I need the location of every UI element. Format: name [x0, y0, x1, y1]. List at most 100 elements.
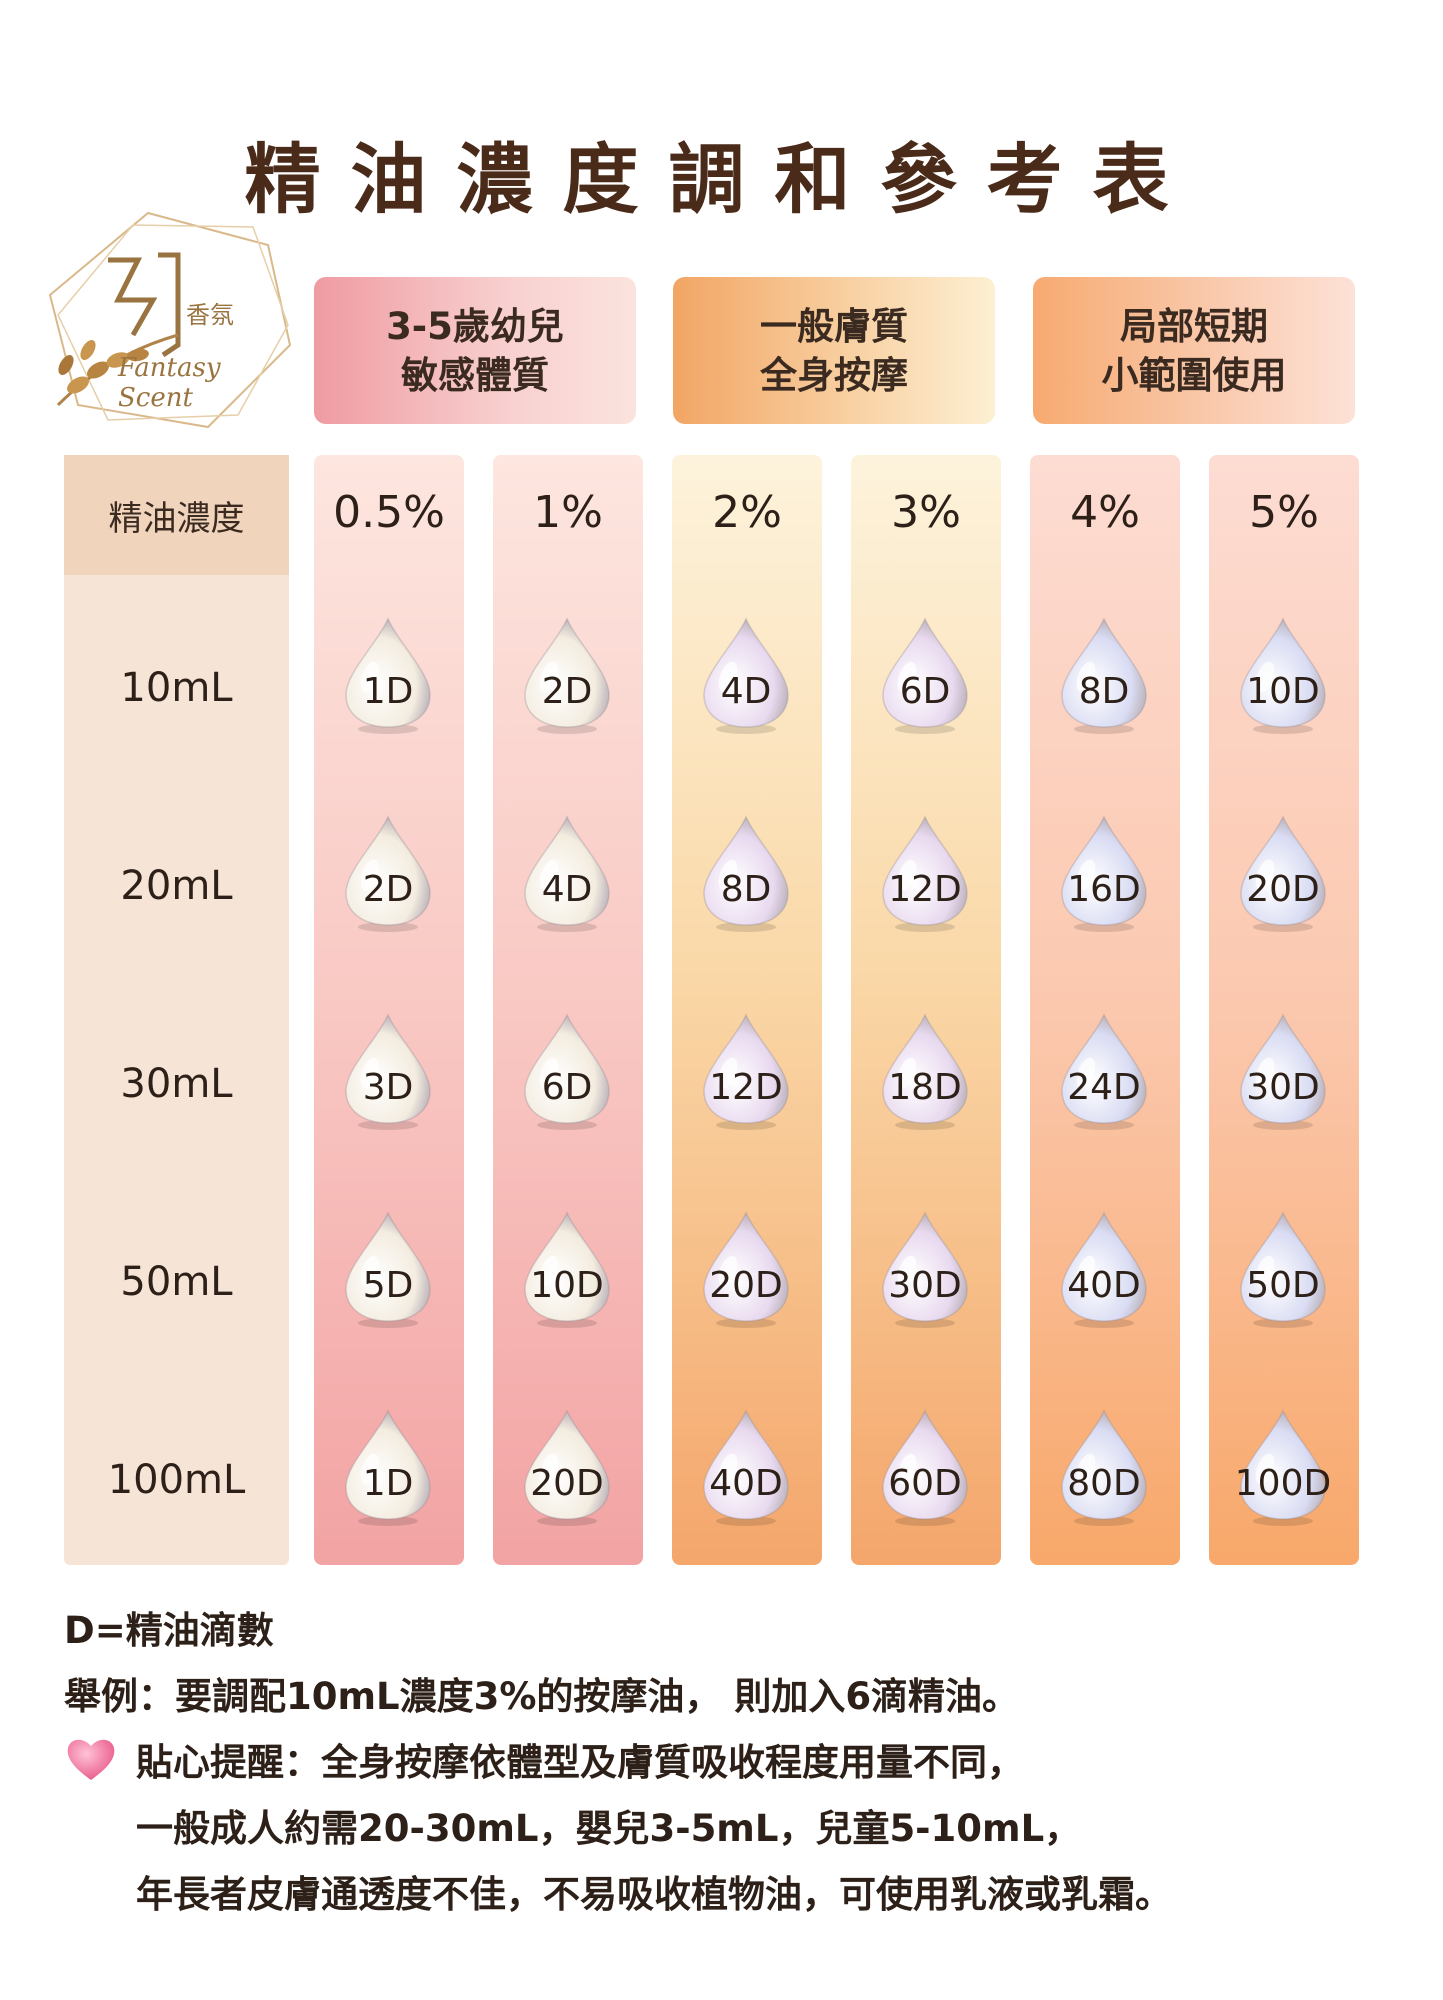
drop-count: 80D [1067, 1463, 1141, 1504]
drop-count: 100D [1234, 1463, 1332, 1504]
concentration-column: 5% 10D 20D 30D 50D 100D [1209, 455, 1359, 1565]
drop-cell: 4D [519, 813, 615, 933]
drop-cell: 40D [698, 1407, 794, 1527]
droplet-icon [524, 1211, 610, 1328]
note-example: 舉例：要調配10mL濃度3%的按摩油， 則加入6滴精油。 [64, 1675, 1020, 1718]
group-header-line1: 3-5歲幼兒 [386, 304, 564, 348]
row-label-20ml: 20mL [120, 863, 233, 909]
droplet-icon [1240, 815, 1326, 932]
fantasy-scent-logo: 香氛 Fantasy Scent [38, 205, 298, 435]
droplet-icon [524, 617, 610, 734]
droplet-icon [1240, 617, 1326, 734]
drop-count: 6D [541, 1067, 593, 1108]
droplet-icon [524, 815, 610, 932]
drop-cell: 50D [1235, 1209, 1331, 1329]
droplet-icon [1061, 1211, 1147, 1328]
drop-count: 16D [1067, 869, 1141, 910]
droplet-icon [1061, 1409, 1147, 1526]
concentration-label: 0.5% [333, 487, 445, 538]
drop-cell: 5D [340, 1209, 436, 1329]
drop-cell: 8D [1056, 615, 1152, 735]
droplet-icon [1240, 1211, 1326, 1328]
drop-count: 4D [720, 671, 772, 712]
drop-count: 50D [1246, 1265, 1320, 1306]
droplet-icon [703, 1013, 789, 1130]
drop-cell: 20D [698, 1209, 794, 1329]
row-label-10ml: 10mL [120, 665, 233, 711]
droplet-icon [1240, 1013, 1326, 1130]
drop-cell: 40D [1056, 1209, 1152, 1329]
droplet-icon [882, 1409, 968, 1526]
drop-cell: 6D [877, 615, 973, 735]
row-label-column: 精油濃度 10mL 20mL 30mL 50mL 100mL [64, 455, 289, 1565]
row-label-50ml: 50mL [120, 1259, 233, 1305]
drop-count: 2D [362, 869, 414, 910]
group-header-line2: 全身按摩 [760, 353, 908, 397]
droplet-icon [882, 1013, 968, 1130]
group-header-general: 一般膚質 全身按摩 [673, 277, 995, 424]
drop-cell: 100D [1235, 1407, 1331, 1527]
note-tip-line-1: 貼心提醒：全身按摩依體型及膚質吸收程度用量不同， [136, 1741, 1024, 1784]
droplet-icon [524, 1409, 610, 1526]
drop-cell: 10D [1235, 615, 1331, 735]
drop-cell: 2D [519, 615, 615, 735]
drop-count: 24D [1067, 1067, 1141, 1108]
drop-cell: 30D [877, 1209, 973, 1329]
group-header-line2: 小範圍使用 [1101, 353, 1287, 397]
concentration-column: 1% 2D 4D 6D 10D 20D [493, 455, 643, 1565]
note-tip-line-2: 一般成人約需20-30mL，嬰兒3-5mL，兒童5-10mL， [136, 1807, 1082, 1850]
drop-count: 18D [888, 1067, 962, 1108]
drop-cell: 1D [340, 615, 436, 735]
drop-count: 8D [720, 869, 772, 910]
concentration-column: 0.5% 1D 2D 3D 5D 1D [314, 455, 464, 1565]
drop-count: 1D [362, 1463, 414, 1504]
concentration-label: 2% [712, 487, 782, 538]
drop-count: 40D [709, 1463, 783, 1504]
drop-cell: 6D [519, 1011, 615, 1131]
droplet-icon [882, 617, 968, 734]
drop-count: 6D [899, 671, 951, 712]
group-header-line1: 一般膚質 [760, 304, 908, 348]
logo-text-cn: 香氛 [186, 301, 234, 329]
drop-count: 5D [362, 1265, 414, 1306]
droplet-icon [345, 1013, 431, 1130]
drop-count: 8D [1078, 671, 1130, 712]
drop-cell: 1D [340, 1407, 436, 1527]
drop-count: 4D [541, 869, 593, 910]
drop-count: 20D [709, 1265, 783, 1306]
concentration-column: 2% 4D 8D 12D 20D 40D [672, 455, 822, 1565]
droplet-icon [882, 1211, 968, 1328]
concentration-label: 5% [1249, 487, 1319, 538]
drop-cell: 3D [340, 1011, 436, 1131]
droplet-icon [1061, 815, 1147, 932]
group-header-line1: 局部短期 [1120, 304, 1268, 348]
drop-cell: 16D [1056, 813, 1152, 933]
drop-count: 12D [709, 1067, 783, 1108]
droplet-icon [1061, 1013, 1147, 1130]
drop-cell: 80D [1056, 1407, 1152, 1527]
concentration-label: 3% [891, 487, 961, 538]
droplet-icon [703, 815, 789, 932]
drop-cell: 2D [340, 813, 436, 933]
drop-count: 12D [888, 869, 962, 910]
group-header-line2: 敏感體質 [401, 353, 549, 397]
drop-count: 20D [1246, 869, 1320, 910]
drop-count: 10D [530, 1265, 604, 1306]
concentration-header-label: 精油濃度 [64, 455, 289, 575]
droplet-icon [703, 1211, 789, 1328]
drop-cell: 20D [519, 1407, 615, 1527]
drop-count: 3D [362, 1067, 414, 1108]
drop-cell: 24D [1056, 1011, 1152, 1131]
drop-count: 40D [1067, 1265, 1141, 1306]
drop-cell: 20D [1235, 813, 1331, 933]
droplet-icon [524, 1013, 610, 1130]
concentration-column: 4% 8D 16D 24D 40D 80D [1030, 455, 1180, 1565]
droplet-icon [345, 1409, 431, 1526]
note-tip-line-3: 年長者皮膚通透度不佳，不易吸收植物油，可使用乳液或乳霜。 [136, 1873, 1172, 1916]
droplet-icon [703, 617, 789, 734]
droplet-icon [1061, 617, 1147, 734]
drop-cell: 18D [877, 1011, 973, 1131]
group-header-children: 3-5歲幼兒 敏感體質 [314, 277, 636, 424]
heart-icon [67, 1739, 115, 1780]
droplet-icon [1240, 1409, 1326, 1526]
